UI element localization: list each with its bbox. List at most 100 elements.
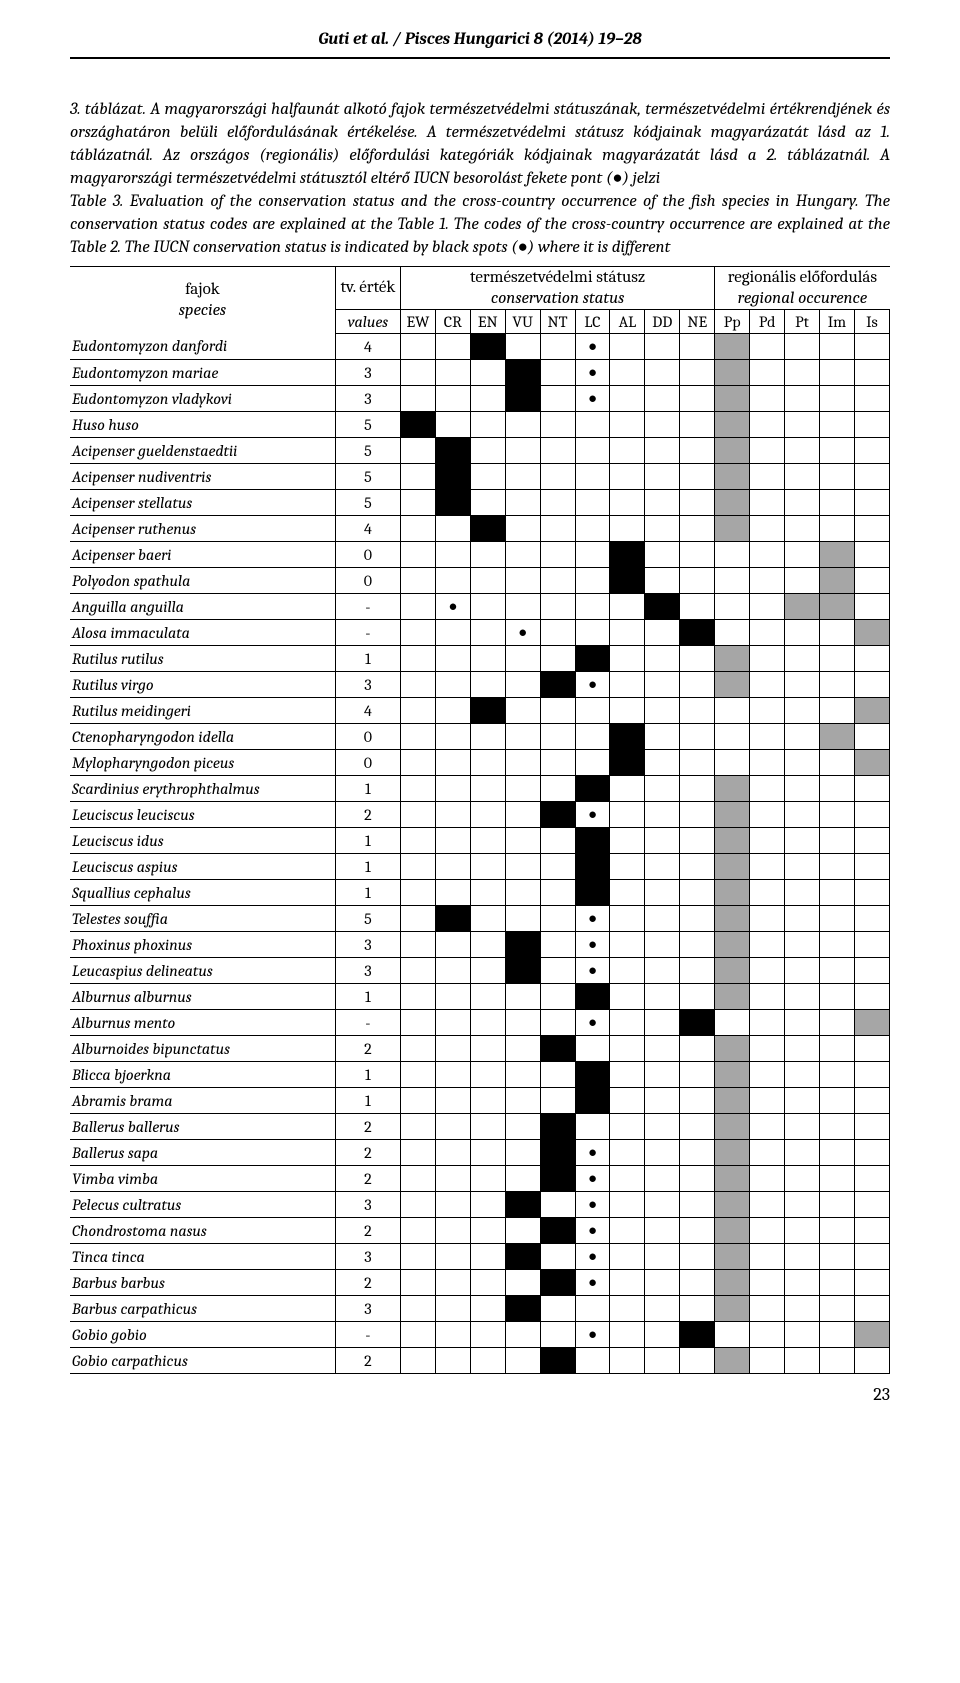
status-cell bbox=[540, 1192, 575, 1218]
status-cell bbox=[505, 412, 540, 438]
status-cell bbox=[819, 1296, 854, 1322]
status-cell bbox=[645, 1010, 680, 1036]
status-cell bbox=[645, 1348, 680, 1374]
status-cell bbox=[400, 1010, 435, 1036]
status-cell bbox=[610, 1140, 645, 1166]
status-cell bbox=[470, 1244, 505, 1270]
species-name: Abramis brama bbox=[70, 1088, 335, 1114]
status-cell bbox=[610, 698, 645, 724]
species-name: Barbus carpathicus bbox=[70, 1296, 335, 1322]
status-cell bbox=[505, 1114, 540, 1140]
status-cell bbox=[750, 1088, 785, 1114]
status-cell bbox=[819, 958, 854, 984]
status-cell bbox=[540, 360, 575, 386]
species-name: Scardinius erythrophthalmus bbox=[70, 776, 335, 802]
species-name: Acipenser nudiventris bbox=[70, 464, 335, 490]
status-cell bbox=[575, 1062, 610, 1088]
col-species-en: species bbox=[70, 300, 335, 321]
table-caption: 3. táblázat. A magyarországi halfaunát a… bbox=[70, 99, 890, 260]
status-cell bbox=[435, 412, 470, 438]
table-row: Rutilus virgo3● bbox=[70, 672, 890, 698]
status-cell bbox=[715, 646, 750, 672]
status-cell bbox=[680, 854, 715, 880]
status-cell bbox=[785, 386, 820, 412]
status-cell bbox=[854, 1062, 889, 1088]
status-cell bbox=[680, 672, 715, 698]
status-cell bbox=[540, 1218, 575, 1244]
species-value: 4 bbox=[335, 516, 400, 542]
status-code-VU: VU bbox=[505, 310, 540, 334]
status-cell bbox=[470, 1114, 505, 1140]
status-cell bbox=[610, 958, 645, 984]
status-cell bbox=[750, 698, 785, 724]
status-cell bbox=[435, 672, 470, 698]
status-cell bbox=[715, 620, 750, 646]
col-group-status: természetvédelmi státusz conservation st… bbox=[400, 266, 714, 310]
status-cell bbox=[750, 932, 785, 958]
species-value: 4 bbox=[335, 334, 400, 360]
status-cell bbox=[610, 1322, 645, 1348]
status-cell bbox=[680, 464, 715, 490]
status-cell bbox=[750, 672, 785, 698]
status-cell bbox=[680, 516, 715, 542]
status-cell bbox=[750, 360, 785, 386]
status-cell bbox=[819, 1010, 854, 1036]
status-cell bbox=[680, 1348, 715, 1374]
status-cell bbox=[400, 1270, 435, 1296]
status-cell: ● bbox=[435, 594, 470, 620]
status-cell bbox=[505, 698, 540, 724]
col-value-en: values bbox=[335, 310, 400, 334]
status-cell bbox=[715, 1218, 750, 1244]
species-value: 3 bbox=[335, 360, 400, 386]
status-cell bbox=[575, 464, 610, 490]
status-cell bbox=[750, 594, 785, 620]
species-name: Gobio carpathicus bbox=[70, 1348, 335, 1374]
status-cell: ● bbox=[575, 802, 610, 828]
status-cell bbox=[505, 1036, 540, 1062]
status-cell bbox=[575, 880, 610, 906]
status-cell bbox=[610, 542, 645, 568]
status-cell: ● bbox=[575, 1218, 610, 1244]
status-cell bbox=[680, 1140, 715, 1166]
status-cell bbox=[470, 828, 505, 854]
status-cell bbox=[575, 438, 610, 464]
status-cell bbox=[610, 1192, 645, 1218]
status-cell bbox=[610, 1062, 645, 1088]
status-cell bbox=[470, 958, 505, 984]
status-cell bbox=[680, 1244, 715, 1270]
status-cell bbox=[819, 698, 854, 724]
status-cell bbox=[785, 802, 820, 828]
status-cell bbox=[400, 698, 435, 724]
status-cell bbox=[680, 386, 715, 412]
status-cell bbox=[610, 360, 645, 386]
status-cell bbox=[435, 464, 470, 490]
table-row: Alburnus alburnus1 bbox=[70, 984, 890, 1010]
status-code-DD: DD bbox=[645, 310, 680, 334]
running-head: Guti et al. / Pisces Hungarici 8 (2014) … bbox=[70, 30, 890, 59]
status-cell bbox=[470, 464, 505, 490]
regional-code-Pt: Pt bbox=[785, 310, 820, 334]
status-cell bbox=[750, 1010, 785, 1036]
status-cell bbox=[400, 828, 435, 854]
status-cell bbox=[750, 854, 785, 880]
species-name: Polyodon spathula bbox=[70, 568, 335, 594]
status-cell bbox=[540, 1322, 575, 1348]
status-cell bbox=[715, 1348, 750, 1374]
status-cell bbox=[680, 438, 715, 464]
status-cell bbox=[819, 1036, 854, 1062]
status-cell bbox=[610, 386, 645, 412]
status-cell bbox=[680, 724, 715, 750]
status-cell bbox=[854, 776, 889, 802]
table-row: Barbus barbus2● bbox=[70, 1270, 890, 1296]
status-cell bbox=[680, 646, 715, 672]
status-code-EW: EW bbox=[400, 310, 435, 334]
status-cell bbox=[400, 594, 435, 620]
status-cell bbox=[785, 1114, 820, 1140]
status-cell bbox=[540, 646, 575, 672]
status-cell bbox=[470, 1218, 505, 1244]
status-cell bbox=[854, 984, 889, 1010]
status-cell bbox=[645, 386, 680, 412]
table-row: Barbus carpathicus3 bbox=[70, 1296, 890, 1322]
status-cell bbox=[680, 1166, 715, 1192]
table-row: Ballerus ballerus2 bbox=[70, 1114, 890, 1140]
